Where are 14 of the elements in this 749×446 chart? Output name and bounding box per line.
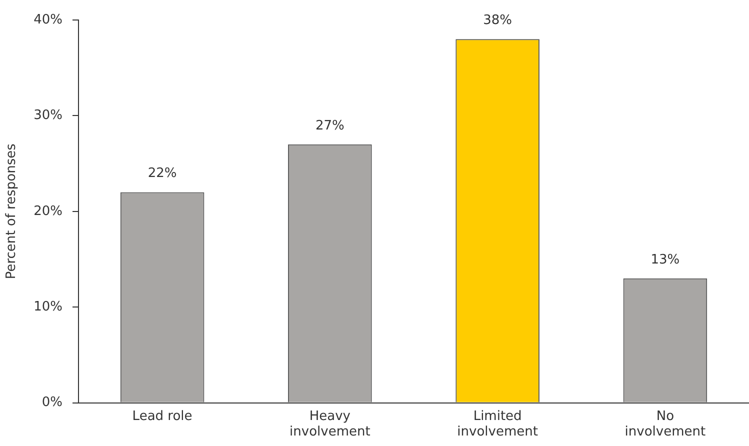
y-axis-title: Percent of responses	[4, 143, 20, 280]
y-tick-label: 0%	[42, 395, 62, 410]
data-label: 22%	[148, 166, 177, 182]
y-tick-label: 20%	[34, 204, 62, 219]
data-label: 27%	[315, 118, 344, 134]
x-tick-label: No involvement	[624, 408, 706, 440]
y-tick-label: 10%	[34, 299, 62, 314]
data-label: 13%	[650, 252, 680, 268]
y-tick-label: 30%	[34, 108, 62, 124]
data-label: 38%	[483, 13, 512, 28]
x-tick-label: Limited involvement	[457, 408, 538, 440]
x-tick-label: Heavy involvement	[290, 408, 370, 440]
x-tick-label: Lead role	[132, 408, 192, 424]
y-tick-label: 40%	[34, 12, 62, 28]
